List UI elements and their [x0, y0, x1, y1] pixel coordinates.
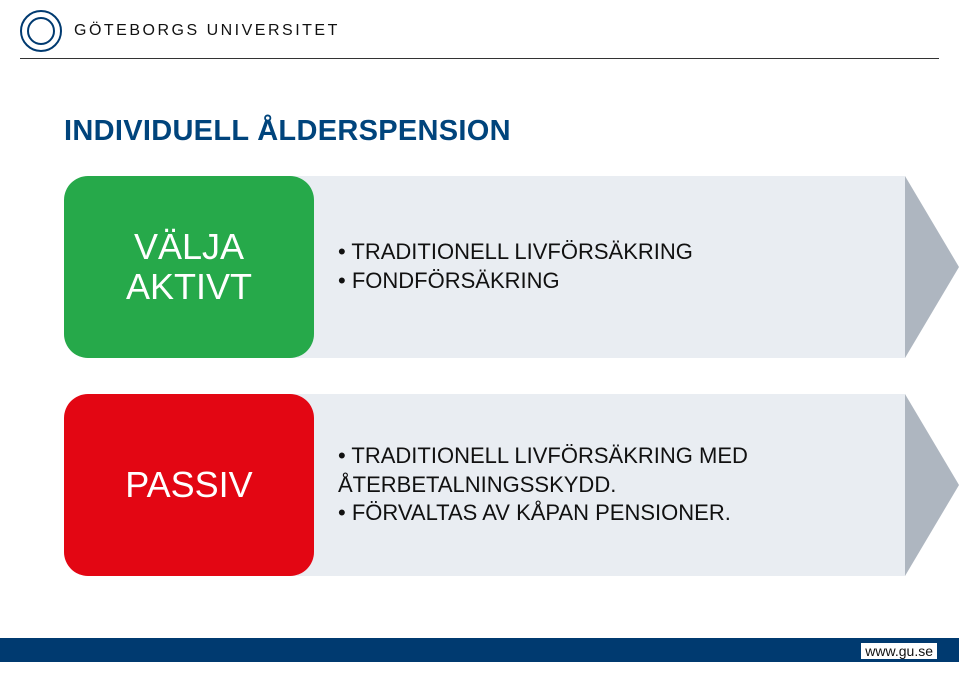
option-box-label-line2: AKTIVT	[126, 266, 252, 307]
option-row-active: VÄLJA AKTIVT TRADITIONELL LIVFÖRSÄKRING …	[64, 176, 959, 358]
option-bullets-passive: TRADITIONELL LIVFÖRSÄKRING MED ÅTERBETAL…	[338, 442, 959, 528]
option-box-label-line1: PASSIV	[125, 464, 252, 505]
option-box-passive: PASSIV	[64, 394, 314, 576]
header-rule	[20, 58, 939, 59]
bullet-item: TRADITIONELL LIVFÖRSÄKRING	[338, 238, 959, 267]
option-box-label: VÄLJA AKTIVT	[126, 227, 252, 306]
university-seal-icon	[20, 10, 62, 52]
header: GÖTEBORGS UNIVERSITET	[0, 0, 959, 58]
bullet-item: FONDFÖRSÄKRING	[338, 267, 959, 296]
option-box-label: PASSIV	[125, 465, 252, 505]
option-arrow-passive: TRADITIONELL LIVFÖRSÄKRING MED ÅTERBETAL…	[290, 394, 959, 576]
page-title: INDIVIDUELL ÅLDERSPENSION	[64, 115, 959, 148]
option-row-passive: PASSIV TRADITIONELL LIVFÖRSÄKRING MED ÅT…	[64, 394, 959, 576]
option-box-active: VÄLJA AKTIVT	[64, 176, 314, 358]
footer-bar	[0, 638, 959, 662]
footer-url: www.gu.se	[861, 643, 937, 659]
bullet-item: TRADITIONELL LIVFÖRSÄKRING MED ÅTERBETAL…	[338, 442, 959, 499]
university-name: GÖTEBORGS UNIVERSITET	[74, 22, 340, 40]
bullet-item: FÖRVALTAS AV KÅPAN PENSIONER.	[338, 499, 959, 528]
option-bullets-active: TRADITIONELL LIVFÖRSÄKRING FONDFÖRSÄKRIN…	[338, 238, 959, 295]
slide: GÖTEBORGS UNIVERSITET INDIVIDUELL ÅLDERS…	[0, 0, 959, 676]
option-arrow-active: TRADITIONELL LIVFÖRSÄKRING FONDFÖRSÄKRIN…	[290, 176, 959, 358]
option-box-label-line1: VÄLJA	[134, 226, 244, 267]
seal-inner-icon	[27, 17, 55, 45]
